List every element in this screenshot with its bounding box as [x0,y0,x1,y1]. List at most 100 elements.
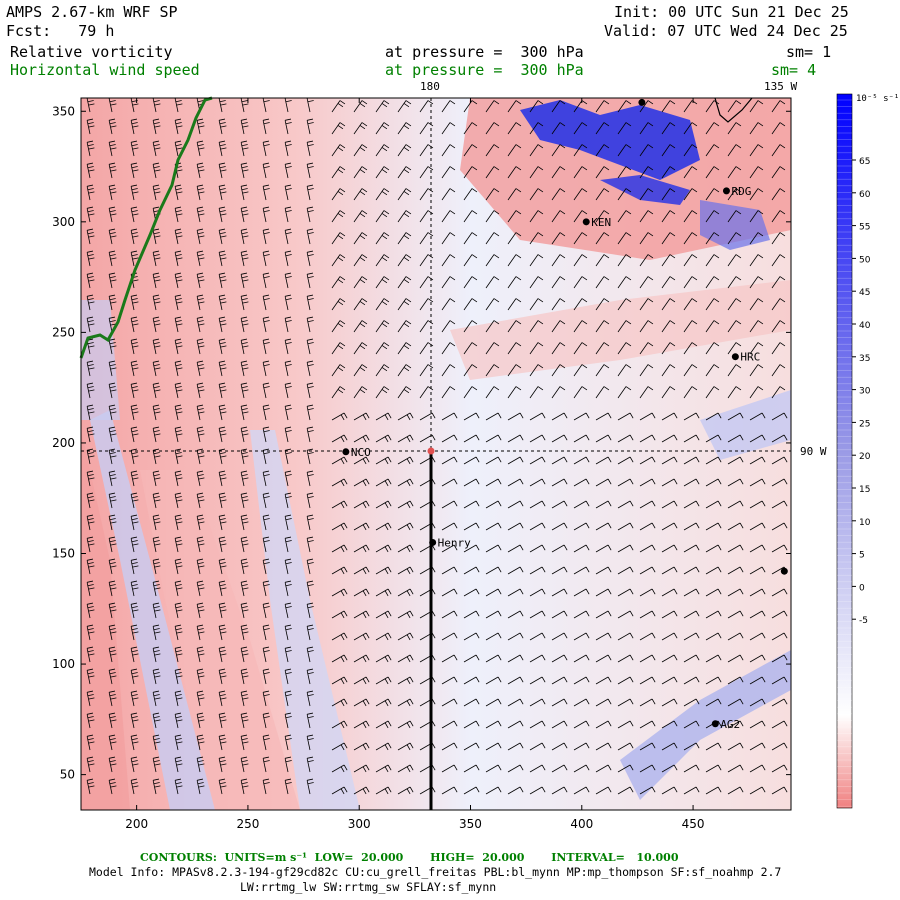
wind-barb [353,676,370,685]
colorbar-tick-label: 60 [859,190,871,200]
wind-barb [397,456,414,465]
wind-barb [705,786,722,795]
wind-barb [617,500,634,509]
wind-barb [749,232,764,245]
wind-barb [331,478,348,487]
wind-barb [683,742,700,751]
wind-barb [771,412,788,421]
wind-barb [463,478,480,487]
wind-barb [595,210,610,223]
wind-barb [108,448,117,465]
wind-barb [595,566,612,575]
wind-barb [353,786,370,795]
model-title: AMPS 2.67-km WRF SP [6,3,178,21]
wind-barb [353,100,368,113]
wind-barb [749,188,764,201]
wind-barb [306,646,314,663]
wind-barb [240,98,249,113]
wind-barb [262,712,270,729]
wind-barb [152,272,161,289]
contours-info: CONTOURS: UNITS=m s⁻¹ LOW= 20.000 HIGH= … [140,851,679,864]
wind-barb [595,298,610,311]
wind-barb [595,144,610,157]
field2-name: Horizontal wind speed [10,61,200,79]
wind-barb [463,742,480,751]
wind-barb [331,412,348,421]
wind-barb [749,342,764,355]
wind-barb [529,610,546,619]
wind-barb [617,720,634,729]
wind-barb [375,742,392,751]
wind-barb [485,122,500,135]
wind-barb [463,188,478,201]
wind-barb [441,764,458,773]
wind-barb [485,434,502,443]
wind-barb [375,500,392,509]
wind-barb [661,254,676,267]
wind-barb [573,786,590,795]
wind-barb [174,140,183,157]
wind-barb [441,166,456,179]
wind-barb [306,536,314,553]
wind-barb [771,632,788,641]
wind-barb [529,122,544,135]
wind-barb [284,602,292,619]
wind-barb [507,320,522,333]
colorbar-tick-label: 50 [859,255,871,265]
wind-barb [727,434,744,443]
wind-barb [485,742,502,751]
wind-barb [771,500,788,509]
wind-barb [397,522,414,531]
wind-barb [419,342,434,355]
wind-barb [639,742,656,751]
wind-barb [485,676,502,685]
wind-barb [174,668,183,685]
wind-barb [573,676,590,685]
wind-barb [331,166,346,179]
wind-barb [617,632,634,641]
wind-barb [152,668,161,685]
wind-barb [727,566,744,575]
wind-barb [749,698,766,707]
wind-barb [683,654,700,663]
wind-barb [86,448,95,465]
wind-barb [617,232,632,245]
wind-barb [331,654,348,663]
wind-barb [573,144,588,157]
wind-barb [152,250,161,267]
wind-barb [595,500,612,509]
wind-barb [262,426,270,443]
wind-barb [262,338,270,355]
wind-barb [375,698,392,707]
wind-barb [749,364,764,377]
wind-barb [727,386,742,399]
wind-barb [174,624,183,641]
wind-barb [617,742,634,751]
wind-barb [130,162,139,179]
wind-barb [441,742,458,751]
wind-barb [353,610,370,619]
model-info-physics: LW:rrtmg_lw SW:rrtmg_sw SFLAY:sf_mynn [240,880,497,894]
wind-barb [375,298,390,311]
wind-barb [130,536,139,553]
wind-barb [240,118,249,135]
wind-barb [595,100,610,113]
x-tick-label: 450 [682,817,705,831]
wind-barb [705,698,722,707]
wind-barb [573,386,588,399]
wind-barb [397,610,414,619]
wind-barb [108,536,117,553]
wind-barb [240,536,249,553]
wind-barb [86,360,95,377]
wind-barb [262,162,270,179]
wind-barb [749,456,766,465]
wind-barb [507,742,524,751]
wind-barb [375,342,390,355]
wind-barb [218,426,227,443]
wind-barb [174,250,183,267]
wind-barb [507,144,522,157]
wind-barb [108,118,117,135]
wind-barb [152,140,161,157]
wind-barb [507,500,524,509]
